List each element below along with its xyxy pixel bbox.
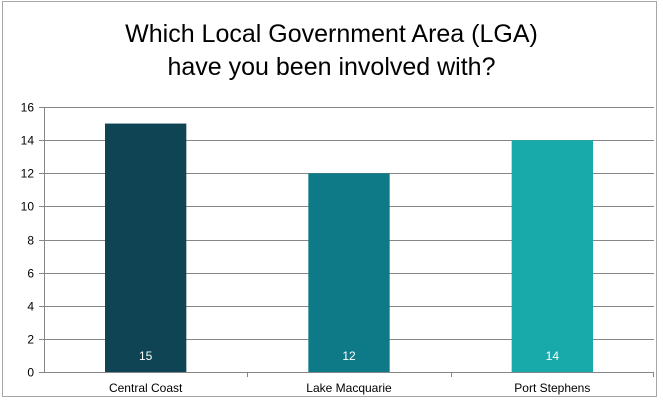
x-category-label: Lake Macquarie	[306, 381, 392, 395]
y-tick-label: 12	[21, 167, 35, 181]
y-tick-label: 4	[27, 300, 34, 314]
bar-lake-macquarie	[308, 173, 390, 372]
chart-title: Which Local Government Area (LGA) have y…	[0, 18, 663, 84]
chart-title-line-2: have you been involved with?	[167, 53, 496, 81]
y-tick-label: 8	[27, 234, 34, 248]
x-category-label: Port Stephens	[514, 381, 590, 395]
data-label: 12	[342, 349, 356, 363]
y-tick-label: 6	[27, 267, 34, 281]
chart-title-line-1: Which Local Government Area (LGA)	[125, 20, 538, 48]
labels: 0 2 4 6 8 10 12 14 16 15 Central Coast 12 Lake Macqu…	[21, 101, 591, 396]
y-tick-label: 2	[27, 333, 34, 347]
bar-port-stephens	[511, 140, 593, 372]
data-label: 15	[139, 349, 153, 363]
data-label: 14	[546, 349, 560, 363]
bars	[105, 123, 593, 372]
y-tick-label: 14	[21, 134, 35, 148]
y-tick-label: 0	[27, 366, 34, 380]
axes	[39, 107, 654, 377]
x-category-label: Central Coast	[109, 381, 183, 395]
y-tick-label: 16	[21, 101, 35, 115]
bar-central-coast	[105, 123, 187, 372]
y-tick-label: 10	[21, 200, 35, 214]
